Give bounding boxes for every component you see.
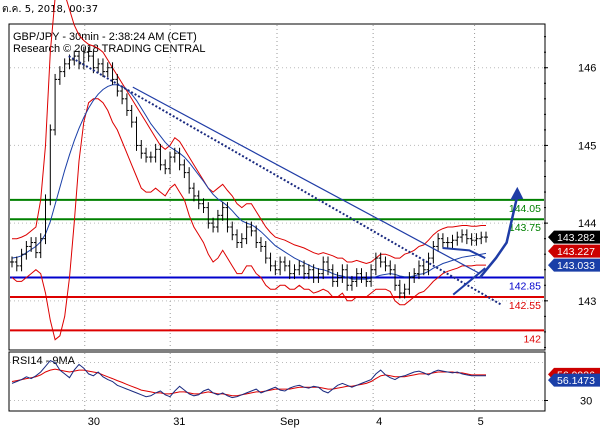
level-lines: 144.05 143.75 142.85 142.55 142 bbox=[10, 198, 544, 345]
rsi-label: RSI14 - 9MA bbox=[12, 355, 76, 367]
price-series bbox=[10, 46, 488, 299]
level-label-r2: 144.05 bbox=[509, 203, 541, 215]
rsi-tag-rsi-label: 56.1473 bbox=[557, 375, 595, 387]
time-label-2: Sep bbox=[280, 416, 300, 428]
time-label-4: 5 bbox=[478, 416, 484, 428]
price-tick-label-3: 143 bbox=[578, 296, 596, 308]
level-label-s3: 142 bbox=[523, 333, 541, 345]
grid-lines bbox=[10, 25, 544, 410]
bollinger-bands bbox=[11, 0, 487, 341]
forecast-arrow-head bbox=[510, 186, 524, 200]
main-panel bbox=[8, 23, 546, 351]
tag-upper-band-label: 143.227 bbox=[557, 246, 595, 258]
rsi-ma-line bbox=[11, 368, 486, 397]
chart-subtitle: Research © 2018 TRADING CENTRAL bbox=[13, 43, 206, 55]
dotted-trendline bbox=[68, 55, 502, 306]
time-label-1: 31 bbox=[173, 416, 185, 428]
price-axis: 146 145 144 143 bbox=[544, 36, 596, 348]
moving-average bbox=[11, 84, 487, 280]
price-tags: 143.282 143.227 143.033 bbox=[548, 230, 600, 272]
descending-trendline bbox=[132, 86, 481, 275]
time-label-3: 4 bbox=[376, 416, 382, 428]
price-tick-label-1: 145 bbox=[578, 140, 596, 152]
chart-title: GBP/JPY - 30min - 2:38:24 AM (CET) bbox=[13, 31, 197, 43]
tag-lower-band-bg bbox=[548, 258, 600, 272]
level-label-r1: 143.75 bbox=[509, 222, 541, 234]
rsi-tick-label-0: 30 bbox=[580, 396, 592, 408]
forecast-arrow bbox=[478, 195, 519, 279]
bollinger-lower bbox=[11, 98, 486, 341]
time-label-0: 30 bbox=[88, 416, 100, 428]
price-tick-label-2: 144 bbox=[578, 218, 596, 230]
tag-last-price-label: 143.282 bbox=[557, 232, 595, 244]
triangle-upper bbox=[442, 246, 486, 259]
tag-upper-band-bg bbox=[548, 244, 600, 258]
rsi-tag-rsi-bg bbox=[548, 373, 600, 387]
tag-last-price-bg bbox=[548, 230, 600, 244]
time-axis: 30 31 Sep 4 5 bbox=[88, 416, 484, 428]
level-label-s1: 142.85 bbox=[509, 281, 541, 293]
trendlines bbox=[68, 55, 524, 306]
triangle-lower bbox=[452, 267, 486, 296]
price-tick-label-0: 146 bbox=[578, 63, 596, 75]
bollinger-upper bbox=[12, 0, 486, 265]
timestamp: ต.ค. 5, 2018, 00:37 bbox=[2, 4, 99, 15]
tag-lower-band-label: 143.033 bbox=[557, 260, 595, 272]
rsi-line bbox=[11, 360, 486, 399]
level-label-s2: 142.55 bbox=[509, 300, 541, 312]
